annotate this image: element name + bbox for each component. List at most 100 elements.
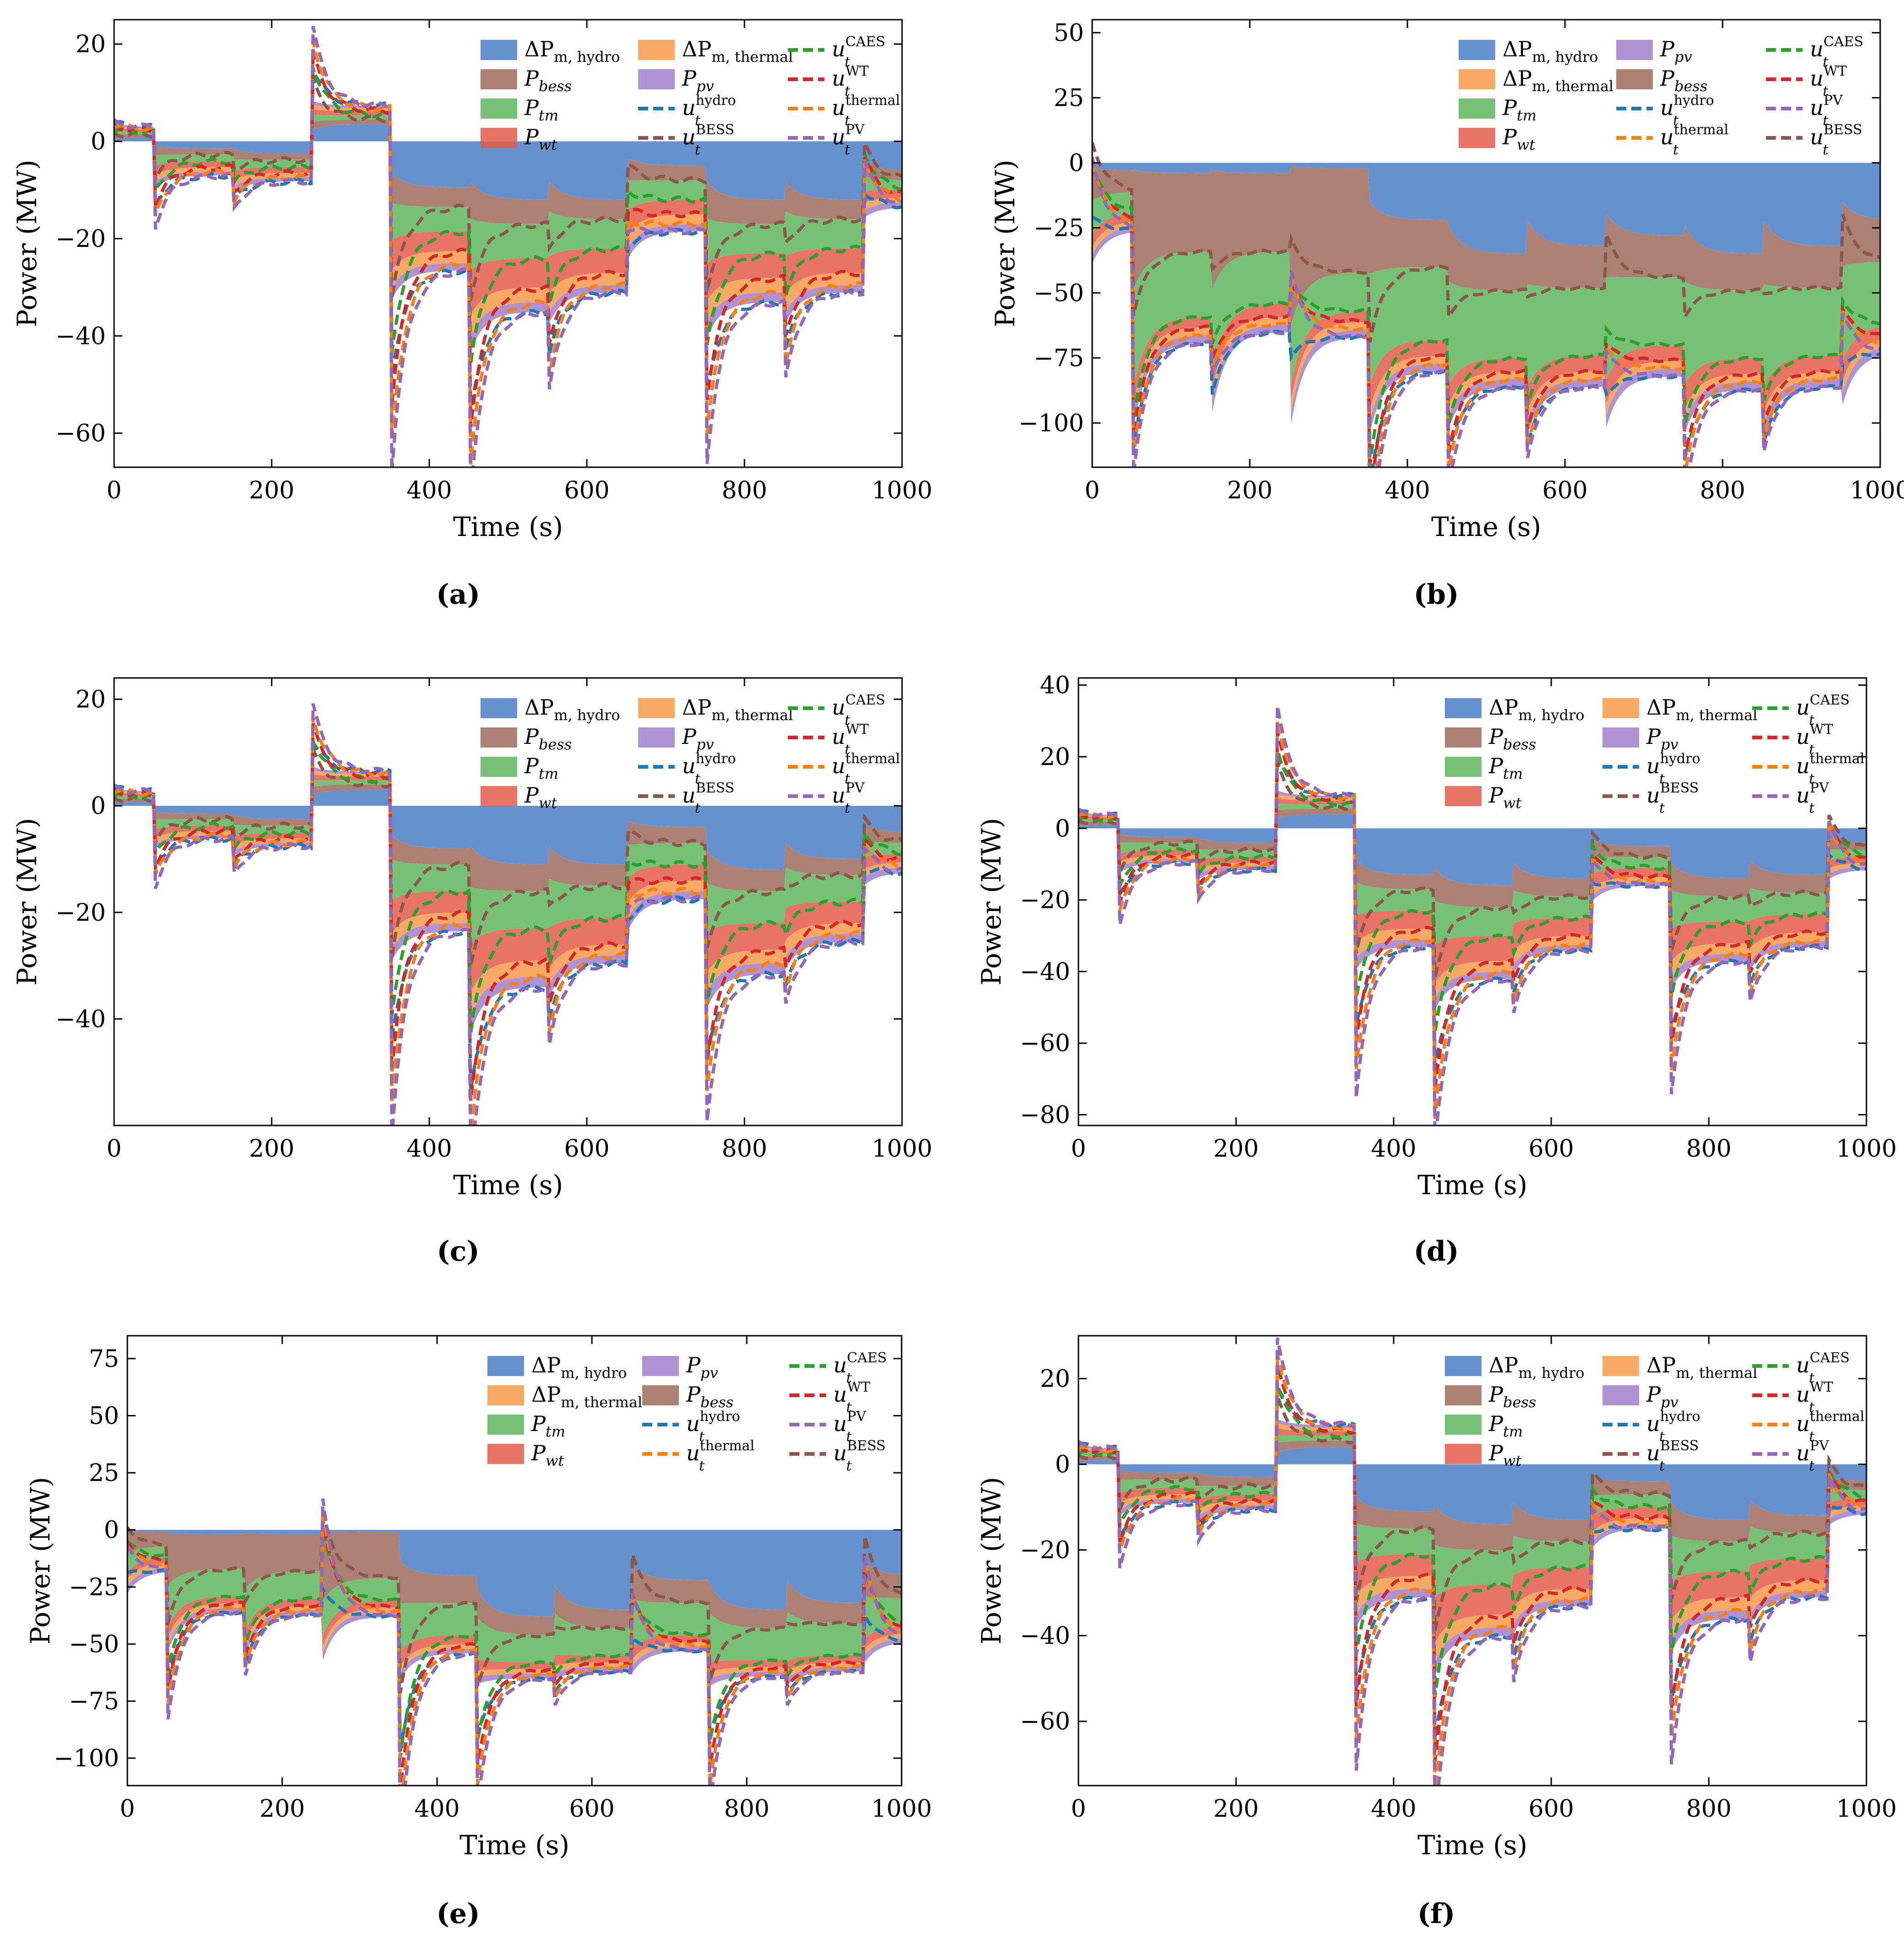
plot-frame	[113, 677, 903, 1126]
legend-swatch-tm	[1444, 1415, 1482, 1435]
legend-label-sup: thermal	[700, 1438, 754, 1454]
legend-label-sup: BESS	[695, 780, 734, 796]
y-tick-label: 0	[1069, 149, 1084, 177]
series-u_hydro-line	[1078, 1384, 1866, 1741]
y-tick-label: 20	[1040, 743, 1070, 771]
series-thermal-area	[114, 770, 902, 1017]
legend-swatch-tm	[480, 98, 517, 119]
legend-label-main: u	[832, 724, 846, 749]
legend-label-sub: t	[846, 1399, 852, 1415]
legend-label-sup: PV	[1810, 780, 1829, 796]
x-tick-label: 1000	[1850, 477, 1904, 504]
legend-item-u_pv: uPV t	[1766, 93, 1843, 129]
legend-item-bess: Pbess	[1444, 1382, 1536, 1411]
legend-label-u_bess: uBESS t	[682, 780, 734, 816]
legend-item-u_bess: uBESS t	[1602, 780, 1699, 816]
y-tick-label: −40	[1020, 1623, 1070, 1650]
x-tick-label: 1000	[872, 1135, 932, 1163]
legend-label-sub: t	[1659, 1458, 1665, 1474]
y-tick-label: −50	[1034, 279, 1084, 307]
series-tm-area	[1092, 192, 1880, 388]
legend-label-wt: Pwt	[1488, 783, 1521, 812]
legend-item-u_hydro: uhydro t	[638, 93, 736, 129]
legend-swatch-pv	[638, 727, 675, 748]
legend-item-thermal: ΔPm, thermal	[487, 1382, 642, 1411]
legend-label-sub: t	[695, 142, 701, 158]
series-u_caes-line	[114, 740, 902, 1035]
legend-label-sub: t	[1673, 113, 1679, 129]
legend-label-sub: tm	[1503, 765, 1523, 782]
series-bess-area	[1092, 166, 1880, 325]
series-hydro-area	[127, 1530, 902, 1617]
legend-label-sub: pv	[696, 736, 714, 753]
x-tick-label: 200	[1213, 1795, 1258, 1823]
x-tick-label: 200	[1227, 477, 1272, 504]
plot-frame	[113, 19, 903, 468]
legend-label-sub: pv	[696, 77, 714, 95]
legend-label-hydro: ΔPm, hydro	[525, 37, 620, 66]
legend-item-bess: Pbess	[642, 1382, 733, 1411]
legend-label-tm: Ptm	[531, 1411, 565, 1440]
legend-label-sub: bess	[1674, 77, 1707, 95]
legend-label-sub: m, hydro	[561, 1364, 627, 1382]
legend-label-tm: Ptm	[524, 95, 558, 124]
legend-label-main: u	[832, 66, 846, 91]
legend-label-main: u	[682, 783, 696, 808]
legend-label-sup: BESS	[1823, 122, 1862, 138]
legend-label-main: ΔP	[525, 37, 554, 61]
x-axis-label: Time (s)	[1417, 1169, 1527, 1201]
legend-label-sup: thermal	[1810, 1409, 1864, 1425]
legend-label-u_bess: uBESS t	[1810, 122, 1862, 158]
legend-label-main: ΔP	[1489, 1353, 1518, 1377]
legend-label-u_thermal: uthermal t	[1796, 1409, 1865, 1445]
x-tick-label: 400	[414, 1795, 460, 1823]
legend-label-sup: CAES	[1810, 692, 1849, 708]
series-u_pv-line	[1092, 156, 1880, 467]
x-tick-label: 0	[106, 1135, 121, 1163]
legend-label-main: u	[832, 37, 846, 61]
legend-item-bess: Pbess	[480, 724, 572, 753]
legend-label-tm: Ptm	[1488, 754, 1523, 782]
legend-item-tm: Ptm	[1458, 95, 1537, 124]
y-tick-label: −40	[55, 322, 106, 350]
plot-frame	[1091, 19, 1881, 468]
legend-item-u_pv: uPV t	[788, 122, 865, 158]
legend-label-sub: tm	[539, 107, 558, 124]
legend-label-sub: m, thermal	[1676, 706, 1757, 724]
series-u_wt-line	[1078, 1363, 1866, 1761]
legend-label-sub: m, thermal	[561, 1393, 642, 1411]
legend-label-sub: m, hydro	[554, 48, 620, 66]
legend-swatch-wt	[487, 1444, 524, 1464]
panel-label: (d)	[1414, 1235, 1459, 1268]
x-tick-label: 400	[1371, 1135, 1416, 1163]
legend-label-wt: Pwt	[1502, 125, 1535, 153]
legend-item-u_wt: uWT t	[788, 721, 869, 758]
legend-item-tm: Ptm	[480, 754, 558, 782]
legend-item-wt: Pwt	[1444, 1441, 1521, 1470]
y-tick-label: 50	[89, 1402, 119, 1430]
legend-label-main: P	[682, 66, 697, 91]
legend-swatch-thermal	[1602, 1356, 1639, 1376]
legend-label-main: u	[1810, 125, 1824, 149]
legend-label-u_pv: uPV t	[1796, 1438, 1830, 1474]
series-hydro-area	[1092, 163, 1880, 254]
y-tick-label: −60	[1020, 1030, 1070, 1057]
legend-label-sup: hydro	[695, 751, 736, 767]
x-axis-label: Time (s)	[1431, 511, 1541, 542]
series-wt-area	[1078, 1428, 1866, 1643]
panel-b: 0 200 400 600 800 1000 −100 −75 −50 −25 0 25 50 Time …	[990, 19, 1904, 611]
y-tick-label: 40	[1040, 672, 1070, 699]
legend-label-sub: m, thermal	[1676, 1364, 1757, 1382]
legend-item-u_hydro: uhydro t	[1602, 1409, 1700, 1445]
legend-label-pv: Ppv	[682, 724, 714, 753]
legend-label-sub: m, hydro	[1532, 48, 1598, 66]
y-axis-label: Power (MW)	[25, 1477, 56, 1645]
legend-item-u_pv: uPV t	[788, 780, 865, 816]
legend-label-hydro: ΔPm, hydro	[1489, 695, 1585, 724]
y-tick-label: −40	[55, 1005, 106, 1033]
x-tick-label: 400	[406, 1135, 452, 1163]
series-u_bess-line	[1092, 142, 1880, 343]
legend-label-main: ΔP	[682, 37, 711, 61]
legend-label-sub: wt	[539, 794, 557, 812]
